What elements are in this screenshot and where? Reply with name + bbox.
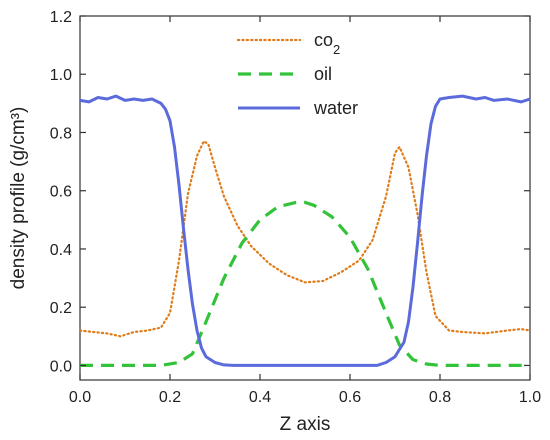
x-tick-label: 0.8 — [429, 389, 451, 406]
x-tick-label: 0.0 — [69, 389, 91, 406]
plot-frame — [79, 15, 531, 381]
x-axis-title: Z axis — [280, 414, 331, 435]
y-tick-label: 0.8 — [50, 125, 72, 142]
series-line-co2 — [78, 140, 532, 338]
x-tick-label: 0.4 — [249, 389, 271, 406]
y-tick-label: 0.2 — [50, 300, 72, 317]
legend-label-water: water — [313, 98, 358, 118]
y-tick-label: 1.0 — [50, 67, 72, 84]
x-ticks: 0.0 0.2 0.4 0.6 0.8 1.0 — [69, 16, 541, 406]
y-tick-label: 0.0 — [50, 358, 72, 375]
x-tick-label: 1.0 — [519, 389, 541, 406]
y-tick-label: 1.2 — [50, 9, 72, 26]
series-layer — [78, 94, 532, 367]
y-ticks: 0.0 0.2 0.4 0.6 0.8 1.0 1.2 — [50, 9, 530, 375]
y-tick-label: 0.4 — [50, 242, 72, 259]
y-axis-title: density profile (g/cm³) — [8, 107, 29, 290]
y-tick-label: 0.6 — [50, 184, 72, 201]
legend-label-co2: co2 — [314, 30, 340, 57]
legend: co2 oil water — [236, 30, 358, 118]
series-line-water — [79, 94, 531, 367]
x-tick-label: 0.2 — [159, 389, 181, 406]
x-tick-label: 0.6 — [339, 389, 361, 406]
legend-label-oil: oil — [314, 64, 332, 84]
series-line-oil — [80, 200, 530, 367]
